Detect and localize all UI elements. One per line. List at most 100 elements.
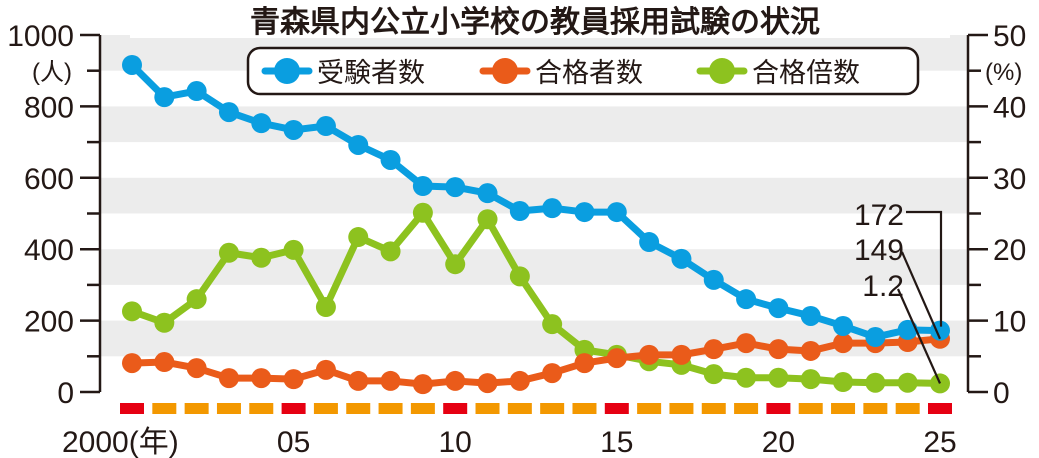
year-marker	[313, 403, 338, 414]
data-point	[348, 370, 369, 391]
year-marker	[120, 403, 144, 414]
data-point	[639, 232, 660, 253]
data-point	[509, 266, 530, 287]
data-point	[412, 374, 433, 395]
data-point	[315, 297, 336, 318]
year-marker	[895, 403, 920, 414]
data-point	[671, 344, 692, 365]
left-tick-label: 0	[57, 377, 74, 410]
legend-label: 合格倍数	[752, 58, 860, 89]
data-point	[833, 372, 854, 393]
right-tick-label: 40	[993, 91, 1026, 124]
data-point	[218, 242, 239, 263]
data-point	[283, 119, 304, 140]
data-point	[800, 305, 821, 326]
x-tick-label: 05	[277, 426, 310, 458]
data-point	[477, 209, 498, 230]
year-marker	[410, 403, 435, 414]
data-point	[736, 367, 757, 388]
data-point	[800, 369, 821, 390]
data-point	[833, 315, 854, 336]
data-point	[251, 113, 272, 134]
data-point	[768, 367, 789, 388]
left-tick-label: 200	[24, 306, 74, 339]
legend-box	[246, 46, 920, 96]
year-marker	[734, 403, 759, 414]
data-point	[897, 372, 918, 393]
data-point	[509, 370, 530, 391]
series-2	[122, 202, 950, 394]
year-markers	[120, 403, 952, 414]
year-marker	[249, 403, 274, 414]
year-marker	[216, 403, 241, 414]
data-point	[542, 363, 563, 384]
data-point	[154, 352, 175, 373]
right-tick-label: 0	[993, 377, 1010, 410]
year-marker	[152, 403, 177, 414]
data-point	[186, 81, 207, 102]
data-point	[283, 239, 304, 260]
data-point	[703, 269, 724, 290]
left-tick-label: 400	[24, 234, 74, 267]
data-point	[122, 353, 142, 374]
data-point	[606, 348, 627, 369]
data-point	[574, 353, 595, 374]
data-point	[736, 289, 757, 310]
left-tick-label: 800	[24, 91, 74, 124]
data-point	[477, 373, 498, 394]
data-point	[315, 359, 336, 380]
chart-title: 青森県内公立小学校の教員採用試験の状況	[250, 5, 820, 40]
data-point	[542, 314, 563, 335]
year-marker	[443, 403, 468, 414]
series-lines	[122, 54, 950, 395]
data-point	[703, 339, 724, 360]
data-point	[477, 183, 498, 204]
data-point	[639, 344, 660, 365]
data-point	[800, 340, 821, 361]
data-point	[218, 368, 239, 389]
right-tick-label: 10	[993, 306, 1026, 339]
data-point	[315, 116, 336, 137]
data-point	[445, 254, 466, 275]
data-point	[412, 202, 433, 223]
data-point	[348, 227, 369, 248]
year-marker	[798, 403, 823, 414]
year-marker	[831, 403, 856, 414]
year-marker	[669, 403, 694, 414]
year-marker	[346, 403, 371, 414]
year-marker	[863, 403, 888, 414]
x-tick-label: 10	[439, 426, 472, 458]
grid-band	[100, 106, 968, 143]
year-marker	[184, 403, 209, 414]
data-point	[218, 102, 239, 123]
legend-label: 合格者数	[535, 58, 643, 89]
x-axis-labels: 2000(年) 05 10 15 20 25	[62, 426, 957, 458]
year-marker	[701, 403, 726, 414]
right-axis: 0 10 20 30 40 50 (%)	[966, 20, 1026, 410]
data-point	[768, 339, 789, 360]
data-point	[671, 248, 692, 269]
annotation-label: 172	[854, 199, 904, 232]
data-point	[122, 54, 142, 75]
x-tick-label: 20	[762, 426, 795, 458]
data-point	[380, 149, 401, 170]
year-marker	[572, 403, 597, 414]
year-marker	[540, 403, 565, 414]
data-point	[283, 369, 304, 390]
data-point	[122, 301, 142, 322]
title-background	[130, 0, 950, 38]
year-marker	[928, 403, 952, 414]
data-point	[703, 364, 724, 385]
data-point	[509, 201, 530, 222]
right-tick-label: 30	[993, 163, 1026, 196]
data-point	[186, 358, 207, 379]
data-point	[380, 370, 401, 391]
data-point	[574, 202, 595, 223]
data-point	[897, 319, 918, 340]
left-axis-unit: (人)	[32, 59, 72, 86]
right-axis-unit: (%)	[985, 59, 1022, 86]
data-point	[348, 134, 369, 155]
x-tick-label: 2000(年)	[62, 426, 179, 458]
data-point	[154, 312, 175, 333]
